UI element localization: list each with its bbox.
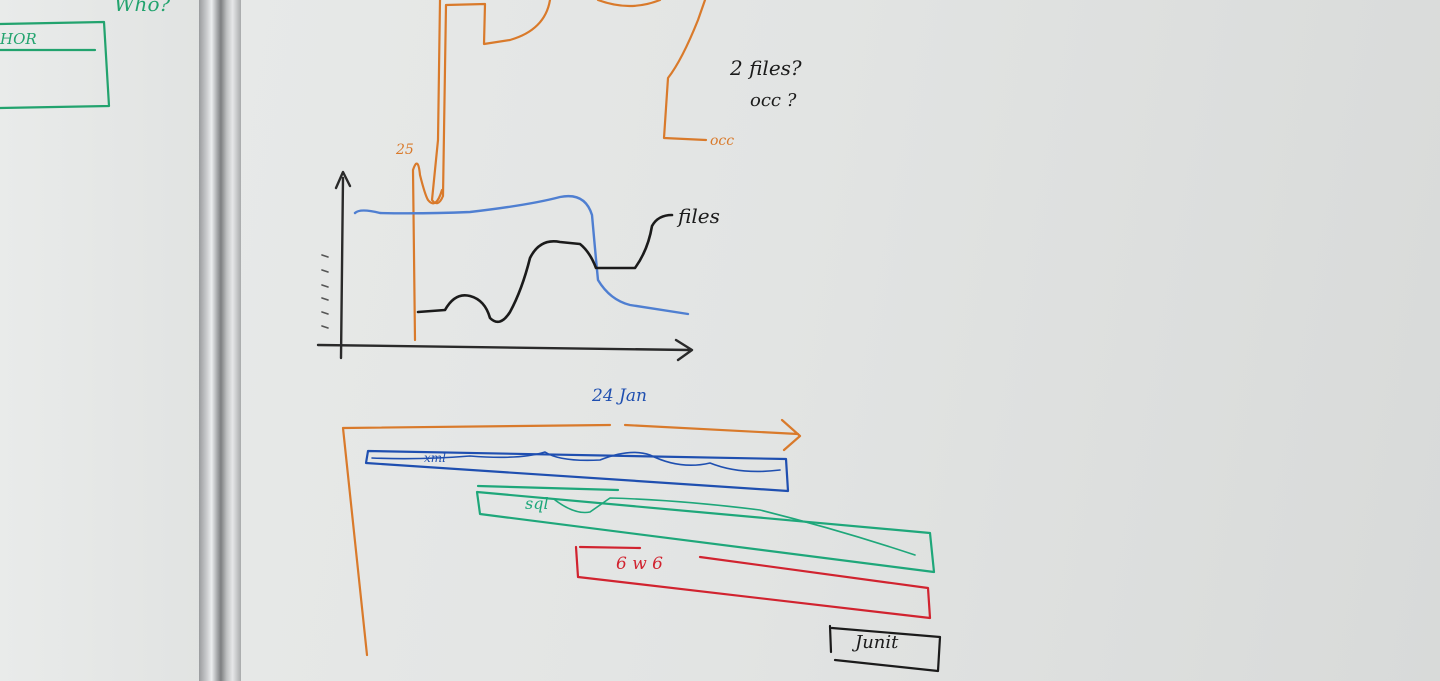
chart-x-axis [316,338,694,362]
orange-top-outline [430,0,708,205]
orange-marker-line [411,162,444,342]
occ-label: occ [710,133,735,149]
chart-y-axis [334,170,352,360]
green-box-left [0,20,111,110]
chart-y-ticks [321,254,329,329]
two-files-note: 2 files? [730,56,802,80]
blue-series-line [353,194,690,316]
whiteboard-main-panel [240,0,1440,681]
sql-label: sql [525,494,549,513]
junit-label: Junit [855,632,899,653]
xml-label: xml [424,451,446,465]
junit-box [828,624,942,673]
sql-bar [475,484,936,574]
date-label: 24 Jan [592,386,647,406]
whiteboard-left-panel [0,0,205,681]
files-series-line [416,213,674,324]
gwb-bar [574,545,932,620]
timeline-orange-arrow [341,418,802,657]
who-label: Who? [114,0,171,16]
marker-25-label: 25 [396,142,414,158]
xml-bar [364,449,790,493]
files-label: files [678,204,720,228]
gwb-label: 6 w 6 [616,554,663,574]
occ-question-note: occ ? [750,90,797,111]
xml-bar-wave [371,451,781,473]
whiteboard-metal-frame [199,0,241,681]
sql-bar-wave [554,497,916,556]
thor-label: HOR [0,30,37,48]
